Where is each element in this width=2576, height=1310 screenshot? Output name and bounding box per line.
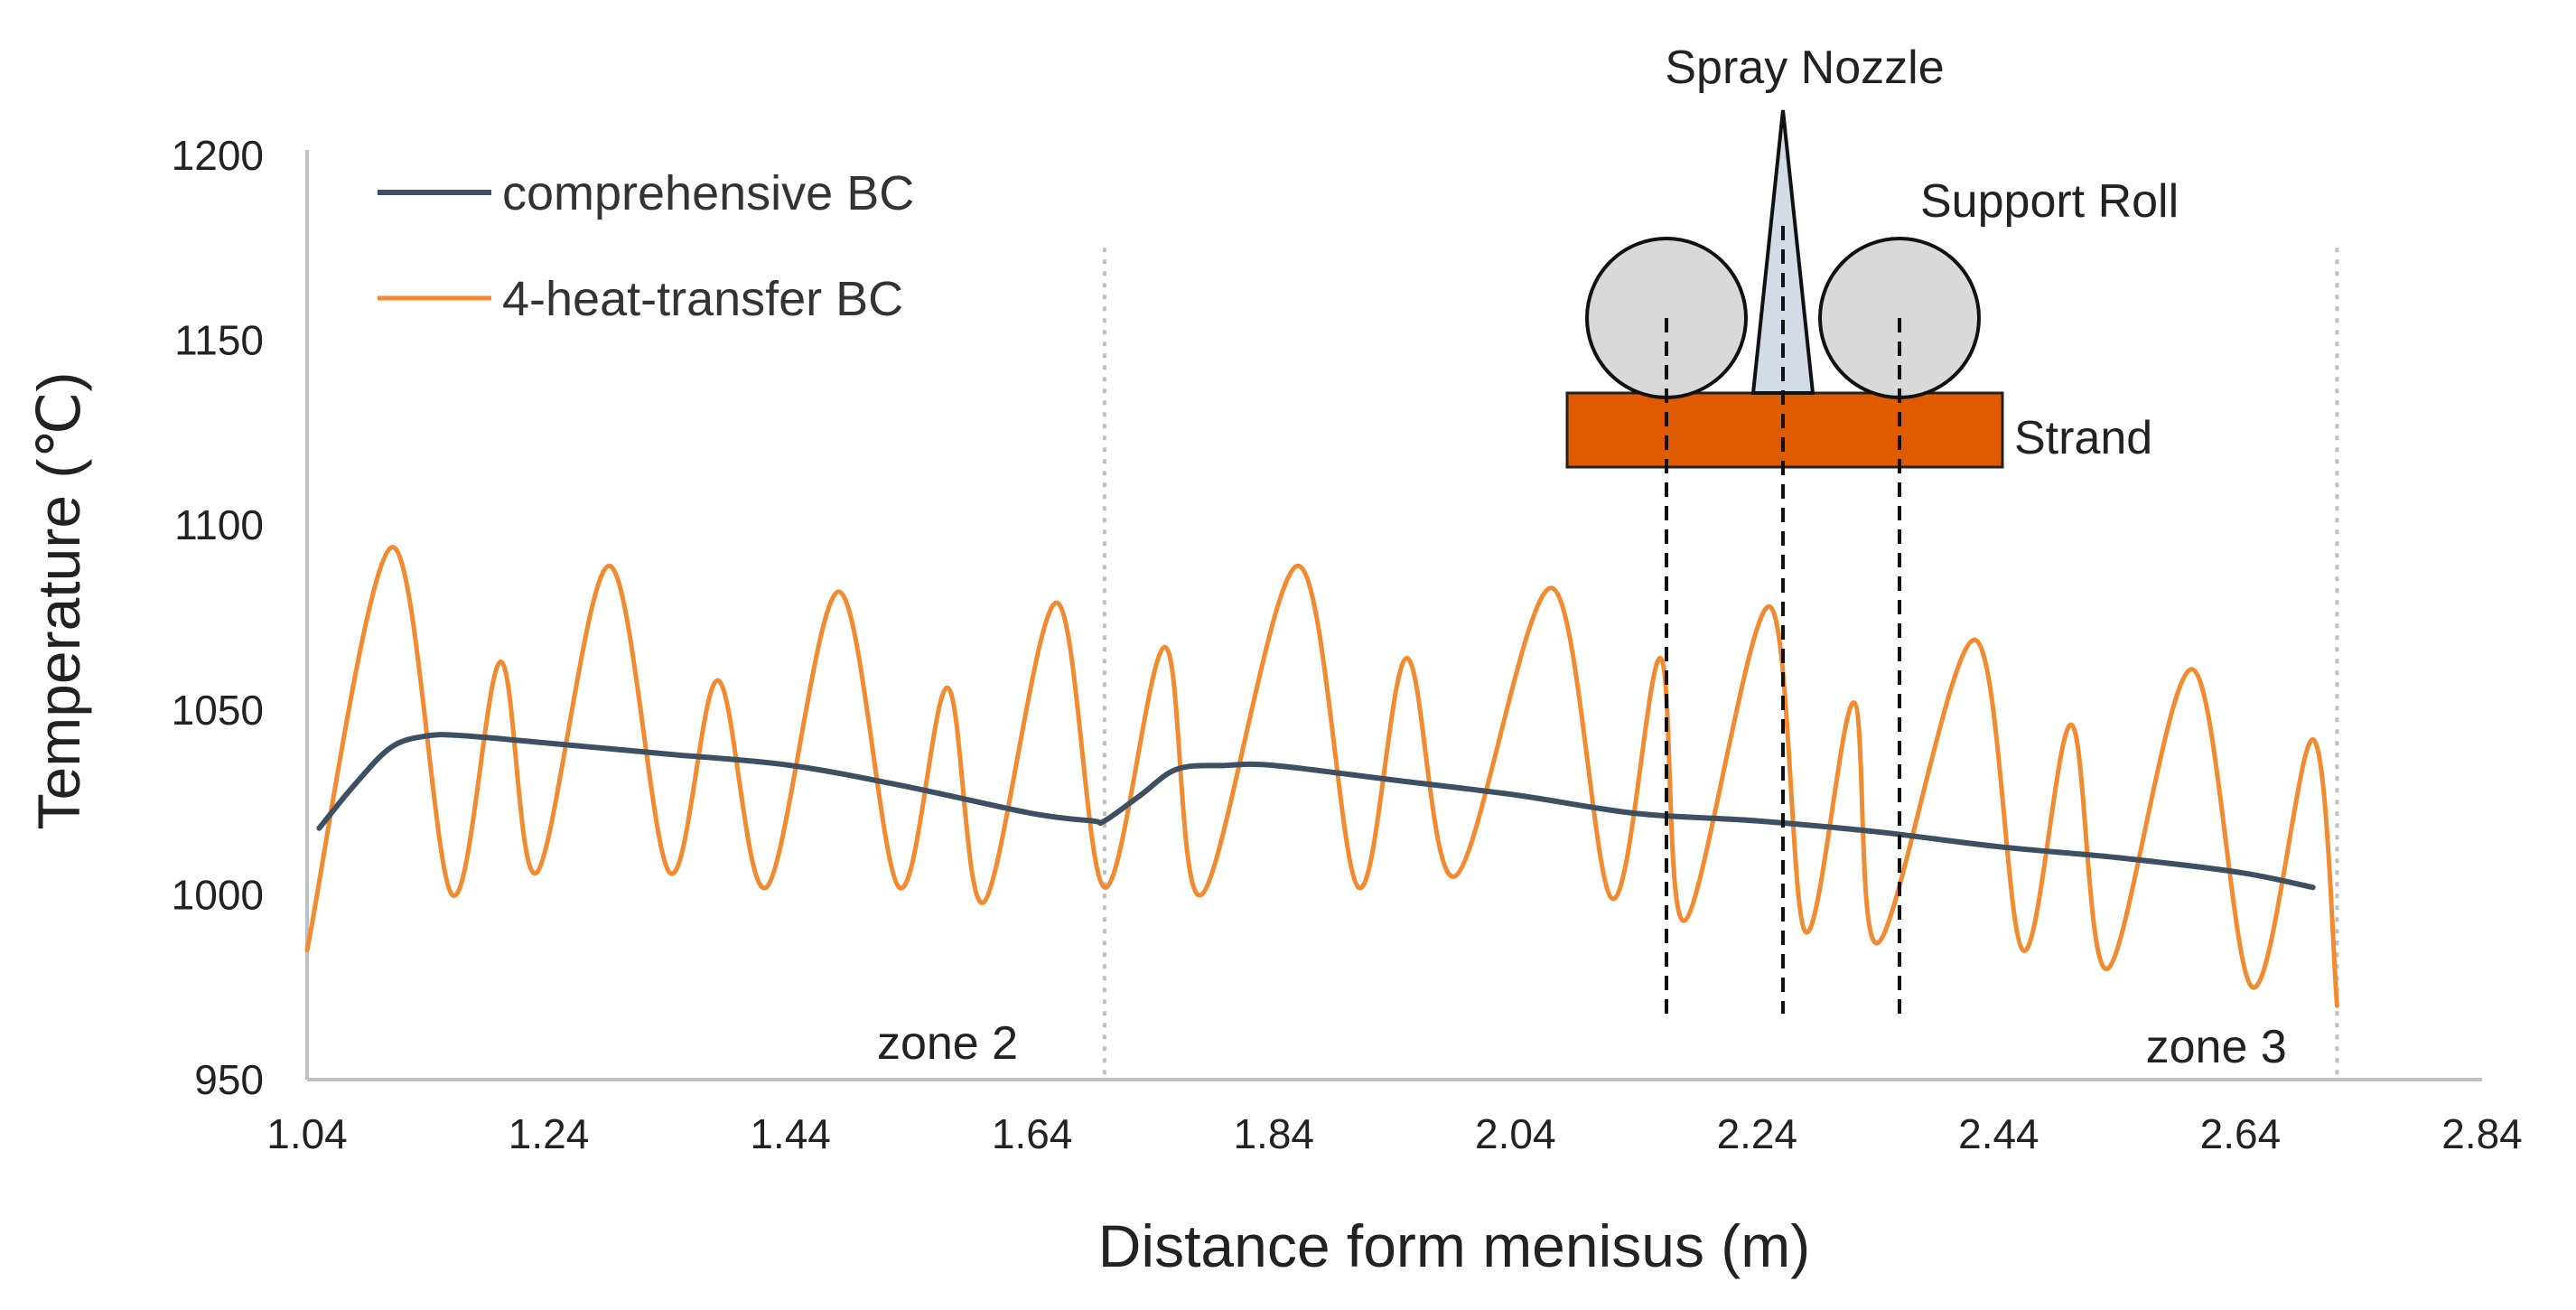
y-axis-title: Temperature (℃) — [25, 372, 92, 830]
x-tick-label: 2.44 — [1958, 1110, 2039, 1157]
y-tick-labels: 950 1000 1050 1100 1150 1200 — [172, 132, 264, 1103]
inset-schematic: Spray Nozzle Support Roll Strand — [1565, 42, 2179, 1023]
series-line-4-heat-transfer — [304, 545, 2339, 1008]
x-tick-label: 2.24 — [1717, 1110, 1798, 1157]
y-tick-label: 1200 — [172, 132, 264, 179]
x-tick-label: 1.64 — [992, 1110, 1073, 1157]
strand-bar — [1565, 391, 2004, 469]
legend-label-comprehensive: comprehensive BC — [502, 166, 914, 220]
x-tick-label: 1.84 — [1233, 1110, 1314, 1157]
zone-label: zone 3 — [2146, 1021, 2287, 1073]
legend-label-4-heat-transfer: 4-heat-transfer BC — [502, 272, 903, 326]
y-tick-label: 1050 — [172, 687, 264, 734]
x-tick-label: 1.04 — [266, 1110, 348, 1157]
y-tick-label: 1100 — [174, 501, 264, 548]
x-tick-label: 1.44 — [750, 1110, 831, 1157]
x-tick-label: 2.64 — [2200, 1110, 2282, 1157]
y-tick-label: 1000 — [172, 871, 264, 918]
y-tick-label: 1150 — [174, 317, 264, 364]
x-tick-label: 2.04 — [1475, 1110, 1556, 1157]
spray-nozzle-label: Spray Nozzle — [1665, 42, 1944, 94]
x-axis-title: Distance form menisus (m) — [1098, 1212, 1811, 1279]
support-roll-label: Support Roll — [1920, 175, 2179, 228]
strand-label: Strand — [2014, 412, 2152, 464]
x-tick-label: 2.84 — [2441, 1110, 2523, 1157]
y-tick-label: 950 — [194, 1056, 264, 1103]
zone-label: zone 2 — [877, 1017, 1018, 1070]
legend: comprehensive BC 4-heat-transfer BC — [378, 166, 914, 326]
x-tick-labels: 1.04 1.24 1.44 1.64 1.84 2.04 2.24 2.44 2.64 2.84 — [266, 1110, 2523, 1157]
series-line-comprehensive — [316, 732, 2316, 891]
zone-labels: zone 2 zone 3 — [877, 1017, 2287, 1073]
zone-boundary-lines — [1102, 248, 2339, 1080]
x-tick-label: 1.24 — [509, 1110, 590, 1157]
